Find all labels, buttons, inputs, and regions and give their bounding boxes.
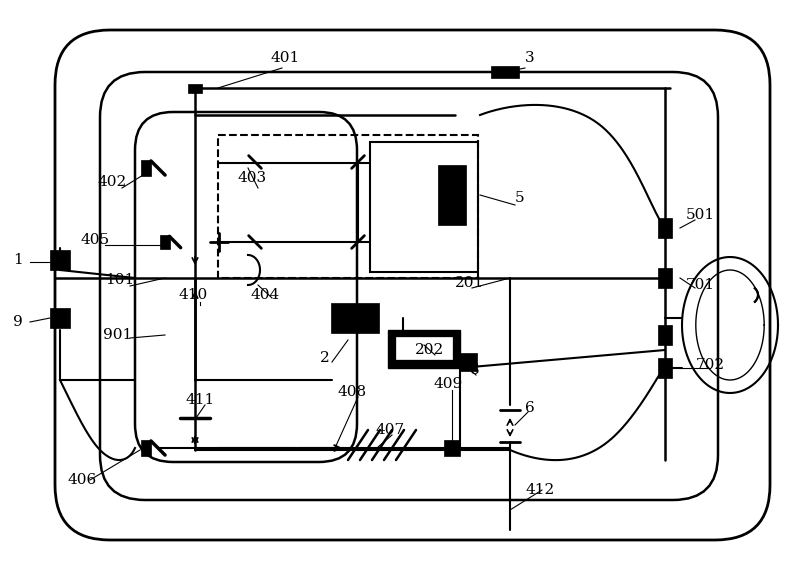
Text: 202: 202 <box>415 343 445 357</box>
Bar <box>388 330 460 368</box>
Text: 409: 409 <box>434 377 462 391</box>
Bar <box>658 268 672 288</box>
Text: 101: 101 <box>106 273 134 287</box>
Text: 403: 403 <box>238 171 266 185</box>
Bar <box>658 218 672 238</box>
Text: 9: 9 <box>13 315 23 329</box>
Text: 412: 412 <box>526 483 554 497</box>
Bar <box>370 142 478 272</box>
Text: 408: 408 <box>338 385 366 399</box>
Bar <box>188 84 202 93</box>
Text: 3: 3 <box>525 51 535 65</box>
Text: 404: 404 <box>250 288 280 302</box>
Text: 405: 405 <box>81 233 110 247</box>
Bar <box>444 440 460 456</box>
Text: 406: 406 <box>67 473 97 487</box>
Bar <box>658 325 672 345</box>
Text: 6: 6 <box>525 401 535 415</box>
Bar <box>160 235 170 249</box>
Text: 407: 407 <box>375 423 405 437</box>
Bar <box>50 308 70 328</box>
Text: 410: 410 <box>178 288 208 302</box>
Text: 5: 5 <box>515 191 525 205</box>
Bar <box>438 165 466 225</box>
Text: 8: 8 <box>470 363 480 377</box>
Text: 702: 702 <box>695 358 725 372</box>
Bar <box>331 303 379 333</box>
Bar <box>218 135 478 278</box>
Bar <box>141 160 151 176</box>
Text: 411: 411 <box>186 393 214 407</box>
Text: 1: 1 <box>13 253 23 267</box>
Bar <box>50 250 70 270</box>
Text: 402: 402 <box>98 175 126 189</box>
Text: 2: 2 <box>320 351 330 365</box>
FancyBboxPatch shape <box>55 30 770 540</box>
Bar <box>491 66 519 78</box>
Text: 901: 901 <box>103 328 133 342</box>
Bar <box>658 358 672 378</box>
Text: 701: 701 <box>686 278 714 292</box>
Bar <box>459 353 477 371</box>
Bar <box>396 337 452 359</box>
Text: 401: 401 <box>270 51 300 65</box>
Text: 201: 201 <box>455 276 485 290</box>
Bar <box>141 440 151 456</box>
Text: 501: 501 <box>686 208 714 222</box>
